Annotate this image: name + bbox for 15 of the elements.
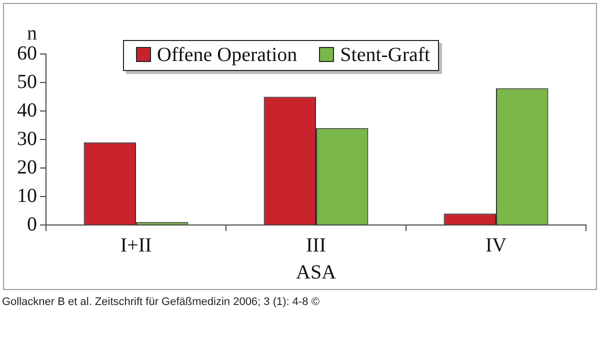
y-tick-label: 60 bbox=[17, 42, 37, 64]
y-tick-label: 40 bbox=[17, 99, 37, 122]
y-tick-label: 10 bbox=[17, 184, 37, 207]
x-tick-label: I+II bbox=[120, 234, 152, 256]
y-tick-label: 50 bbox=[17, 70, 37, 93]
y-tick-label: 20 bbox=[17, 156, 37, 178]
text: Gollackner B et al. Zeitschrift für Gefäßmedizin 2006; 3 (1): 4-8 © bbox=[2, 296, 320, 308]
x-axis-title: ASA bbox=[296, 261, 337, 284]
y-tick-label: 30 bbox=[17, 128, 37, 150]
y-tick-label: 0 bbox=[27, 213, 37, 236]
x-tick-label: IV bbox=[485, 234, 508, 256]
y-axis-title: n bbox=[27, 22, 37, 44]
legend-label: Stent-Graft bbox=[340, 44, 430, 66]
x-tick-label: III bbox=[306, 234, 326, 256]
legend-label: Offene Operation bbox=[157, 44, 298, 66]
